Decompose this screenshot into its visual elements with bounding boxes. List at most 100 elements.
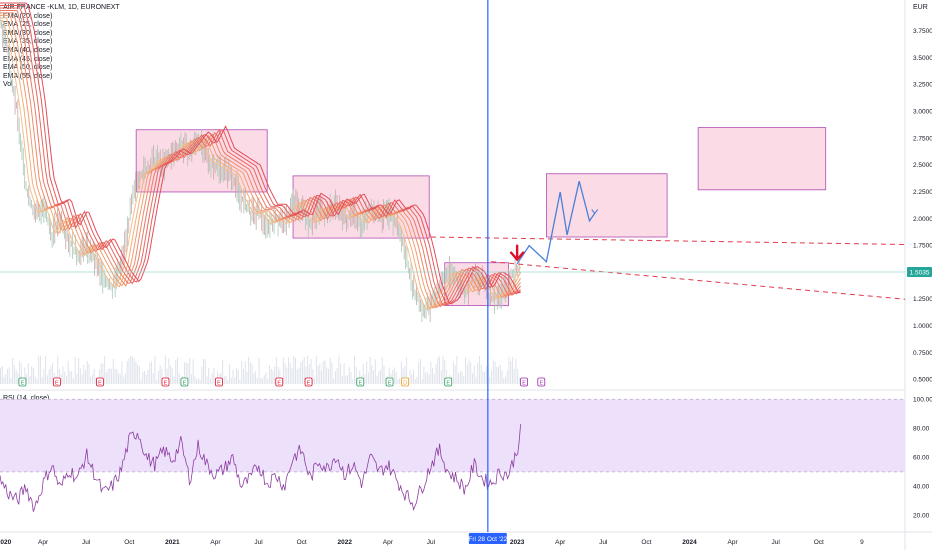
projection-path bbox=[516, 181, 596, 265]
volume-bar bbox=[430, 361, 432, 384]
volume-bar bbox=[272, 370, 274, 384]
volume-bar bbox=[326, 367, 328, 384]
volume-bar bbox=[105, 371, 107, 384]
last-price-value: 1.5035 bbox=[910, 270, 930, 277]
event-marker-box bbox=[520, 377, 528, 387]
volume-bar bbox=[371, 365, 373, 384]
indicator-ema-50[interactable]: EMA (50, close) bbox=[3, 64, 53, 72]
event-marker-box bbox=[215, 377, 223, 387]
volume-bar bbox=[253, 373, 255, 384]
rsi-band bbox=[0, 399, 905, 472]
event-marker: E bbox=[385, 377, 394, 387]
volume-bar bbox=[362, 363, 364, 384]
rsi-line bbox=[0, 424, 521, 512]
time-tick-label: 2020 bbox=[0, 539, 12, 546]
volume-bar bbox=[327, 368, 329, 384]
volume-bar bbox=[133, 358, 135, 384]
volume-bar bbox=[248, 356, 250, 384]
volume-bar bbox=[472, 373, 474, 384]
indicator-ema-20[interactable]: EMA (20, close) bbox=[3, 12, 53, 20]
event-marker-label: E bbox=[358, 381, 362, 387]
volume-bar bbox=[64, 371, 66, 384]
indicator-ema-35[interactable]: EMA (35, close) bbox=[3, 38, 53, 46]
indicator-ema-25[interactable]: EMA (25, close) bbox=[3, 21, 53, 29]
volume-bar bbox=[347, 374, 349, 384]
volume-bar bbox=[517, 368, 519, 384]
volume-bar bbox=[20, 363, 22, 384]
event-marker-label: E bbox=[55, 381, 59, 387]
event-marker-box bbox=[356, 377, 365, 387]
ema-line-4 bbox=[0, 12, 521, 309]
price-tick-label: 3.7500 bbox=[913, 28, 932, 35]
volume-bar bbox=[321, 370, 323, 384]
volume-bar bbox=[126, 360, 128, 384]
projection-arrowhead bbox=[591, 209, 599, 215]
volume-bar bbox=[494, 361, 496, 384]
volume-bar bbox=[465, 356, 467, 384]
volume-bar bbox=[442, 356, 444, 384]
volume-bar bbox=[111, 369, 113, 384]
event-marker-box bbox=[537, 377, 546, 387]
volume-bar bbox=[307, 355, 309, 384]
volume-bar bbox=[322, 361, 324, 384]
time-tick-label: Apr bbox=[210, 539, 221, 546]
event-marker: E bbox=[520, 377, 528, 387]
time-tick-label: 2024 bbox=[682, 539, 697, 546]
volume-bar bbox=[159, 365, 161, 384]
trend-line-2 bbox=[491, 261, 906, 300]
volume-bar bbox=[91, 374, 93, 384]
event-marker: E bbox=[356, 377, 365, 387]
volume-bar bbox=[6, 368, 8, 384]
volume-bar bbox=[5, 373, 7, 384]
price-tick-label: 3.5000 bbox=[913, 55, 932, 62]
volume-bar bbox=[161, 368, 163, 384]
volume-bar bbox=[19, 360, 21, 384]
volume-bar bbox=[67, 360, 69, 384]
indicator-ema-55[interactable]: EMA (55, close) bbox=[3, 72, 53, 80]
volume-bar bbox=[48, 369, 50, 384]
volume-bar bbox=[24, 367, 26, 384]
rsi-label[interactable]: RSI (14, close) bbox=[3, 395, 50, 402]
volume-bar bbox=[510, 361, 512, 384]
volume-bar bbox=[445, 369, 447, 384]
rsi-tick-label: 60.00 bbox=[913, 454, 930, 461]
volume-bar bbox=[289, 363, 291, 384]
volume-bar bbox=[154, 356, 156, 384]
volume-bar bbox=[50, 366, 52, 384]
volume-bar bbox=[204, 358, 206, 384]
time-tick-label: 2021 bbox=[165, 539, 180, 546]
volume-bar bbox=[123, 376, 125, 384]
time-tick-label: Oct bbox=[124, 539, 134, 546]
indicator-ema-30[interactable]: EMA (30, close) bbox=[3, 29, 53, 37]
volume-bar bbox=[364, 374, 366, 384]
volume-bar bbox=[62, 366, 64, 384]
indicator-ema-40[interactable]: EMA (40, close) bbox=[3, 46, 53, 54]
price-tick-label: 3.0000 bbox=[913, 109, 932, 116]
volume-bar bbox=[88, 363, 90, 384]
time-tick-label: Apr bbox=[728, 539, 739, 546]
volume-bar bbox=[32, 367, 34, 384]
trend-line-1 bbox=[430, 236, 906, 246]
volume-bar bbox=[71, 371, 73, 384]
volume-bar bbox=[38, 356, 40, 384]
volume-bar bbox=[1, 365, 3, 384]
volume-bar bbox=[196, 379, 198, 384]
volume-bar bbox=[491, 370, 493, 384]
volume-bar bbox=[41, 376, 43, 384]
volume-bar bbox=[239, 379, 241, 384]
price-tick-label: 2.5000 bbox=[913, 162, 932, 169]
event-marker: D bbox=[401, 377, 409, 387]
indicator-volume[interactable]: Vol bbox=[3, 81, 13, 89]
volume-bar bbox=[211, 373, 213, 384]
volume-bar bbox=[177, 357, 179, 384]
ema-line-6 bbox=[0, 7, 521, 306]
volume-bar bbox=[185, 362, 187, 384]
volume-bar bbox=[270, 369, 272, 384]
volume-bar bbox=[308, 364, 310, 384]
volume-bar bbox=[156, 379, 158, 384]
currency-label: EUR bbox=[913, 4, 928, 11]
volume-bar bbox=[128, 358, 130, 384]
volume-bar bbox=[78, 357, 80, 384]
volume-bar bbox=[291, 368, 293, 384]
